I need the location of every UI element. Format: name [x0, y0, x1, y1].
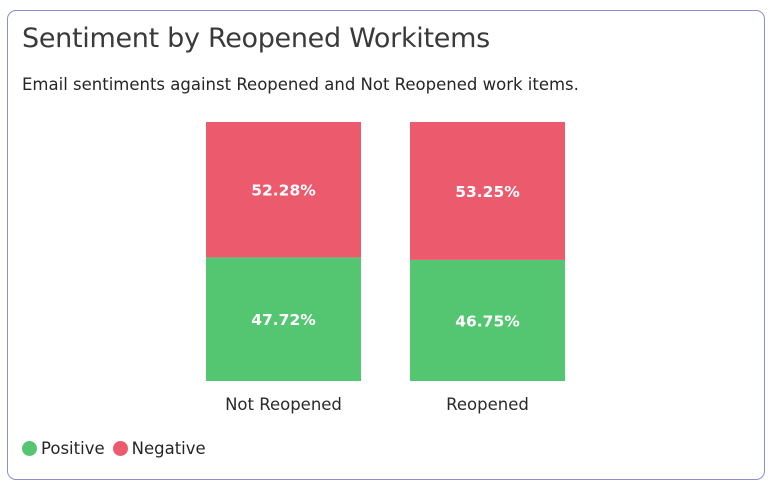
chart-card: Sentiment by Reopened Workitems Email se… — [7, 10, 765, 480]
chart-subtitle: Email sentiments against Reopened and No… — [22, 75, 579, 94]
bar-positive-not-reopened[interactable] — [206, 257, 361, 381]
bar-positive-reopened[interactable] — [410, 259, 565, 381]
chart-legend: Positive Negative — [22, 439, 214, 458]
data-label-negative-not-reopened: 52.28% — [251, 182, 316, 200]
data-label-positive-reopened: 46.75% — [455, 312, 520, 330]
legend-item-positive[interactable]: Positive — [22, 439, 105, 458]
legend-marker-negative — [112, 441, 128, 456]
data-label-positive-not-reopened: 47.72% — [251, 311, 316, 329]
category-label-reopened: Reopened — [446, 395, 529, 414]
data-label-negative-reopened: 53.25% — [455, 183, 520, 201]
legend-item-negative[interactable]: Negative — [112, 439, 206, 458]
legend-marker-positive — [22, 441, 37, 456]
legend-label-negative: Negative — [131, 439, 206, 458]
bar-negative-reopened[interactable] — [410, 122, 565, 260]
legend-label-positive: Positive — [41, 439, 105, 458]
bar-negative-not-reopened[interactable] — [206, 122, 361, 258]
category-label-not-reopened: Not Reopened — [225, 395, 342, 414]
chart-title: Sentiment by Reopened Workitems — [22, 23, 490, 54]
